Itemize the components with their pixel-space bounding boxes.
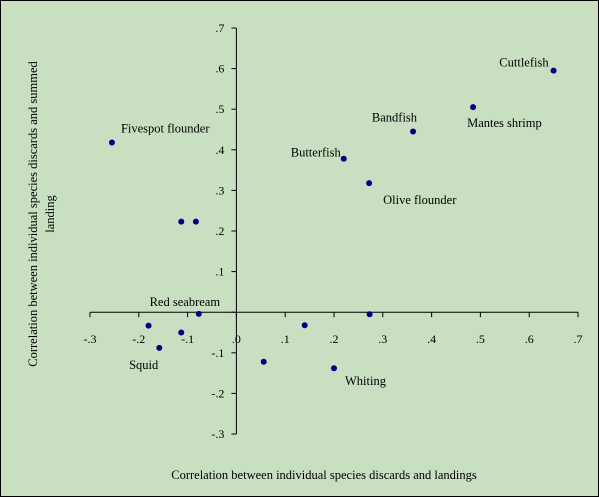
y-tick-label: .5	[215, 102, 224, 116]
data-point	[301, 322, 308, 329]
data-point	[195, 310, 202, 317]
y-axis-title-line: Correlation between individual species d…	[26, 61, 40, 367]
y-tick-label: .4	[215, 143, 224, 157]
data-point	[331, 365, 337, 372]
x-tick-label: .0	[232, 332, 241, 346]
point-label: Butterfish	[291, 146, 342, 160]
x-tick-label: .5	[476, 332, 485, 346]
point-label: Red seabream	[150, 295, 221, 309]
point-label: Mantes shrimp	[467, 116, 542, 130]
data-point	[366, 311, 373, 318]
point-label: Fivespot flounder	[121, 121, 210, 135]
data-point	[178, 329, 185, 336]
y-tick-label: .7	[215, 21, 224, 35]
x-tick-label: .1	[281, 332, 290, 346]
data-point	[340, 155, 347, 162]
y-tick-label: .3	[215, 183, 224, 197]
data-point	[178, 218, 185, 225]
point-label: Bandfish	[372, 111, 418, 125]
x-tick-label: .3	[378, 332, 387, 346]
y-axis-title: Correlation between individual species d…	[26, 61, 57, 367]
x-tick-label: -.2	[132, 332, 145, 346]
x-axis-title: Correlation between individual species d…	[171, 468, 477, 482]
y-tick-label: .6	[215, 62, 224, 76]
y-tick-label: .1	[215, 265, 224, 279]
x-tick-label: -.1	[181, 332, 194, 346]
data-point	[470, 104, 477, 111]
y-tick-label: .2	[215, 224, 224, 238]
y-axis-title-line: landing	[43, 195, 57, 233]
y-tick-label: -.3	[211, 427, 224, 441]
x-tick-label: .6	[525, 332, 534, 346]
y-tick-label: -.2	[211, 386, 224, 400]
point-label: Cuttlefish	[499, 56, 549, 70]
data-point	[410, 128, 417, 135]
x-tick-label: .2	[330, 332, 339, 346]
axes	[90, 28, 578, 434]
data-points	[108, 67, 557, 372]
y-tick-label: -.1	[211, 346, 224, 360]
data-point	[260, 358, 267, 365]
data-point	[108, 139, 115, 146]
x-tick-label: -.3	[84, 332, 97, 346]
point-labels: Cuttlefish Mantes shrimp Bandfish Butterfis…	[121, 56, 549, 389]
data-point	[192, 218, 199, 225]
data-point	[550, 67, 557, 74]
point-label: Whiting	[345, 374, 387, 388]
ticks	[89, 27, 579, 435]
data-point	[156, 344, 163, 351]
data-point	[366, 180, 373, 187]
x-tick-label: .4	[427, 332, 436, 346]
point-label: Squid	[129, 358, 159, 372]
tick-labels: -.3 -.2 -.1 .0 .1 .2 .3 .4 .5 .6 .7 -.3 -.2 -.1 .1 .2 .3…	[84, 21, 583, 441]
data-point	[145, 322, 152, 329]
point-label: Olive flounder	[383, 193, 457, 207]
x-tick-label: .7	[574, 332, 583, 346]
